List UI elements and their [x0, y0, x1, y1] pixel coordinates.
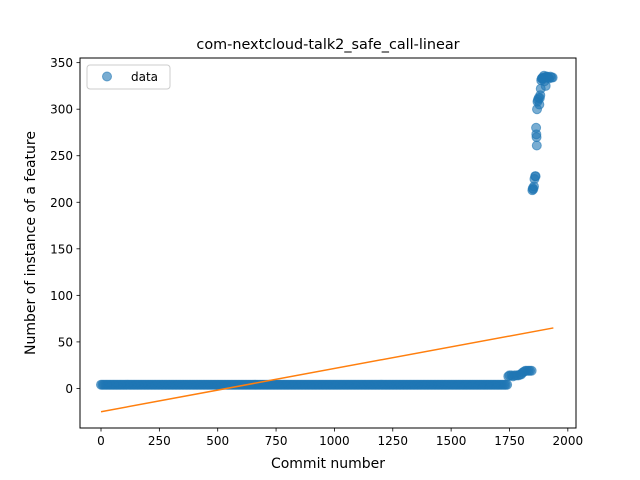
- x-axis-label: Commit number: [271, 456, 385, 472]
- data-point: [547, 72, 558, 83]
- y-axis-label: Number of instance of a feature: [23, 131, 39, 355]
- x-tick-label: 1000: [319, 434, 350, 448]
- y-tick-label: 150: [50, 242, 73, 256]
- y-tick-label: 0: [65, 382, 73, 396]
- legend-label-data: data: [131, 70, 158, 84]
- chart-title: com-nextcloud-talk2_safe_call-linear: [196, 37, 459, 53]
- x-tick-label: 250: [148, 434, 171, 448]
- data-point: [502, 379, 513, 390]
- x-tick-label: 500: [206, 434, 229, 448]
- y-tick-label: 250: [50, 149, 73, 163]
- x-tick-label: 750: [265, 434, 288, 448]
- x-tick-label: 0: [97, 434, 105, 448]
- data-point: [530, 171, 541, 182]
- axes-frame: [79, 57, 577, 429]
- x-tick-label: 1250: [377, 434, 408, 448]
- legend: data: [86, 64, 171, 90]
- plot-area: [96, 70, 558, 413]
- y-tick-label: 350: [50, 56, 73, 70]
- x-tick-label: 1500: [436, 434, 467, 448]
- y-tick-label: 100: [50, 289, 73, 303]
- y-tick-label: 200: [50, 196, 73, 210]
- y-axis: 0 50 100 150 200 250 300 350: [50, 56, 80, 396]
- fit-line: [100, 327, 554, 413]
- y-tick-label: 50: [58, 335, 73, 349]
- y-tick-label: 300: [50, 103, 73, 117]
- legend-box: [86, 64, 171, 90]
- data-point: [531, 132, 542, 143]
- data-point: [531, 140, 542, 151]
- data-point: [526, 365, 537, 376]
- x-tick-label: 2000: [553, 434, 584, 448]
- x-tick-label: 1750: [494, 434, 525, 448]
- x-axis: 0 250 500 750 1000 1250 1500 1750 2000: [97, 428, 583, 448]
- legend-marker-data: [102, 71, 112, 82]
